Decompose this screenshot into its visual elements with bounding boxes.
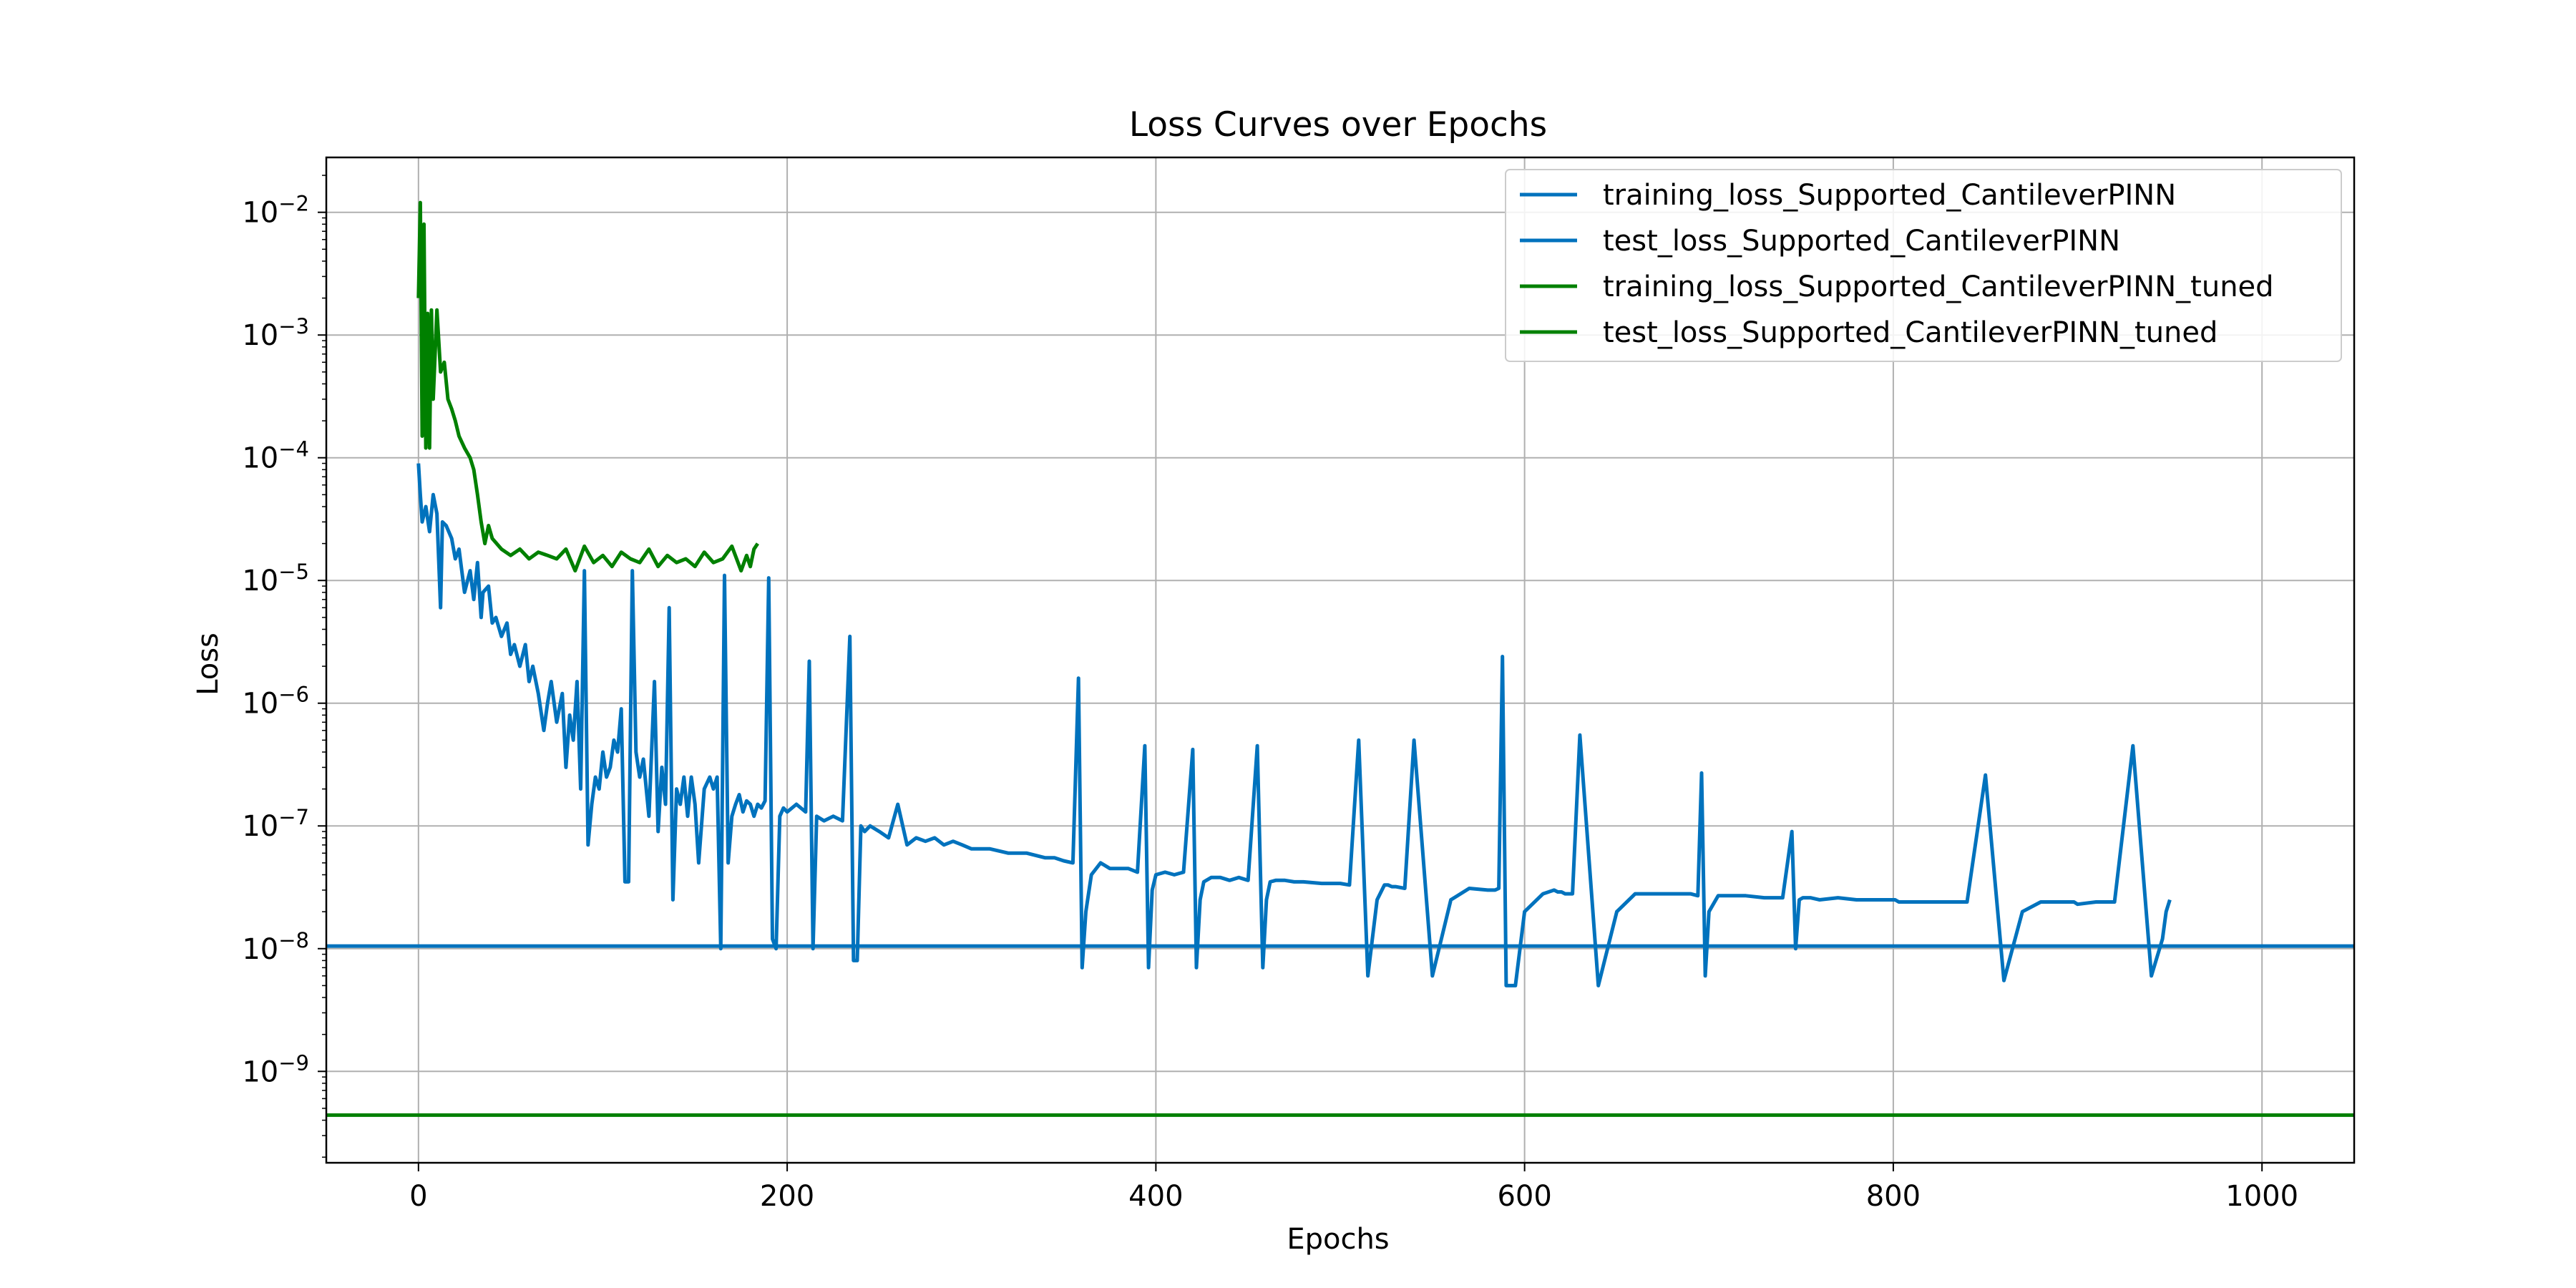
y-tick-label: 10−8 bbox=[242, 928, 309, 966]
legend-label: test_loss_Supported_CantileverPINN_tuned bbox=[1603, 316, 2218, 349]
y-axis-label: Loss bbox=[192, 633, 225, 696]
x-tick-label: 400 bbox=[1128, 1180, 1183, 1213]
x-tick-label: 0 bbox=[409, 1180, 427, 1213]
series-line bbox=[416, 200, 759, 573]
y-tick-label: 10−5 bbox=[242, 560, 309, 597]
legend: training_loss_Supported_CantileverPINNte… bbox=[1505, 169, 2342, 362]
legend-label: training_loss_Supported_CantileverPINN_t… bbox=[1603, 270, 2274, 303]
x-tick-label: 800 bbox=[1866, 1180, 1921, 1213]
chart-title: Loss Curves over Epochs bbox=[1129, 105, 1547, 145]
y-tick-label: 10−4 bbox=[242, 437, 309, 475]
y-tick-label: 10−9 bbox=[242, 1050, 309, 1088]
legend-label: training_loss_Supported_CantileverPINN bbox=[1603, 179, 2176, 212]
plot-lines bbox=[326, 200, 2354, 1117]
y-tick-label: 10−6 bbox=[242, 683, 309, 721]
y-tick-label: 10−7 bbox=[242, 805, 309, 843]
x-tick-label: 600 bbox=[1497, 1180, 1551, 1213]
x-axis-ticks: 0 200 400 600 800 1000 bbox=[409, 1163, 2298, 1213]
x-tick-label: 1000 bbox=[2225, 1180, 2298, 1213]
y-tick-label: 10−2 bbox=[242, 192, 309, 230]
x-tick-label: 200 bbox=[760, 1180, 814, 1213]
legend-box bbox=[1505, 169, 2342, 362]
legend-label: test_loss_Supported_CantileverPINN bbox=[1603, 225, 2120, 258]
y-tick-label: 10−3 bbox=[242, 314, 309, 352]
x-axis-label: Epochs bbox=[1287, 1223, 1389, 1256]
plot-frame bbox=[325, 156, 2356, 1164]
series-line bbox=[416, 463, 2172, 987]
y-axis-ticks: 10−2 10−3 10−4 10−5 10−6 10−7 10−8 10−9 bbox=[242, 192, 326, 1088]
